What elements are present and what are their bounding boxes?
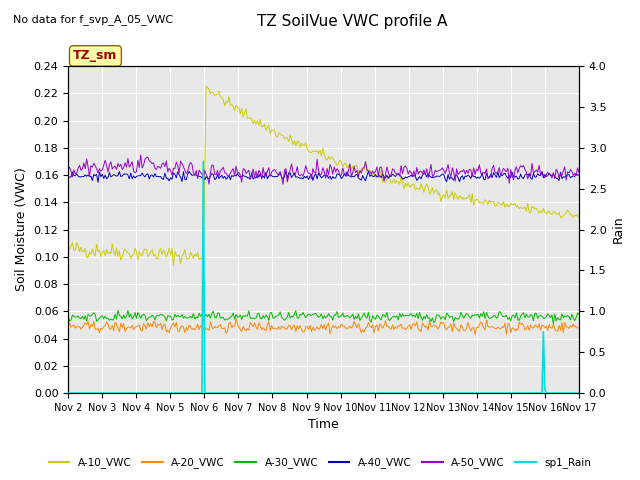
X-axis label: Time: Time	[308, 419, 339, 432]
Legend: A-10_VWC, A-20_VWC, A-30_VWC, A-40_VWC, A-50_VWC, sp1_Rain: A-10_VWC, A-20_VWC, A-30_VWC, A-40_VWC, …	[44, 453, 596, 472]
Y-axis label: Rain: Rain	[612, 216, 625, 243]
Text: No data for f_svp_A_05_VWC: No data for f_svp_A_05_VWC	[13, 14, 173, 25]
Text: TZ_sm: TZ_sm	[73, 49, 118, 62]
Y-axis label: Soil Moisture (VWC): Soil Moisture (VWC)	[15, 168, 28, 291]
Text: TZ SoilVue VWC profile A: TZ SoilVue VWC profile A	[257, 14, 447, 29]
